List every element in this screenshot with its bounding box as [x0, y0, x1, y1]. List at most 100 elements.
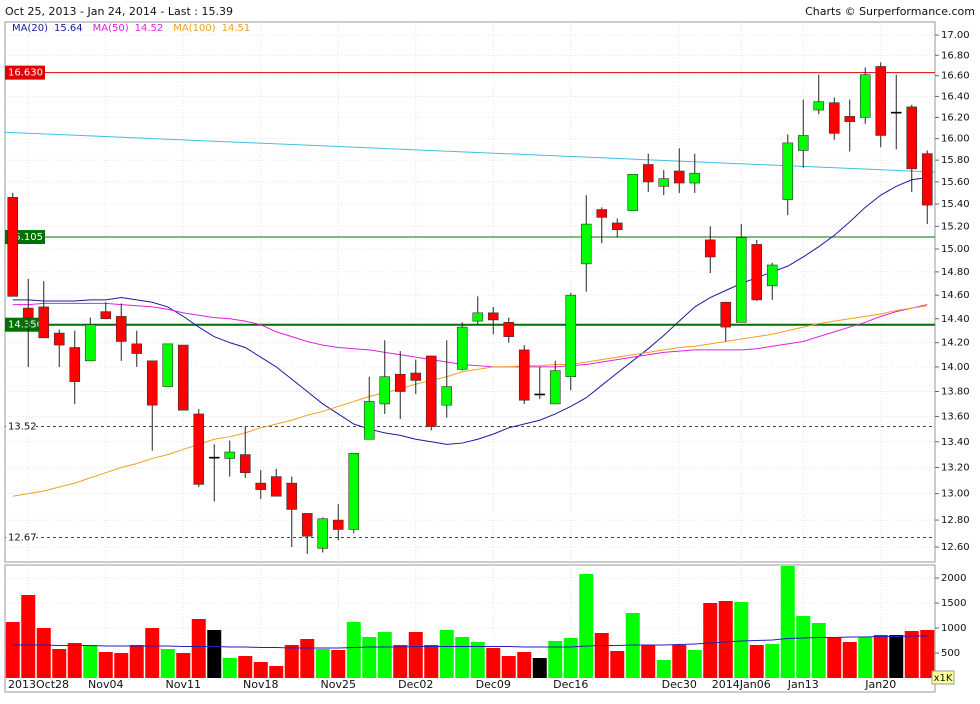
volume-bar	[656, 660, 671, 678]
legend-value: 15.64	[54, 23, 83, 34]
volume-bar	[83, 645, 98, 678]
volume-unit: x1K	[934, 673, 953, 684]
candle-body	[255, 482, 267, 490]
y-tick-label: 12.60	[941, 542, 970, 553]
level-box	[6, 419, 36, 434]
volume-bar	[470, 642, 485, 678]
volume-bar	[920, 630, 935, 678]
candle-body	[906, 106, 918, 170]
volume-bar	[300, 639, 315, 678]
candle-body	[131, 343, 143, 354]
volume-bar	[904, 631, 919, 678]
y-tick-label: 15.80	[941, 155, 970, 166]
candle-body	[162, 343, 174, 387]
candle-body	[379, 376, 391, 405]
level-label: 14.350	[8, 320, 43, 331]
y-tick-label: 16.80	[941, 50, 970, 61]
candle-body	[317, 518, 329, 549]
candle-body	[22, 307, 34, 318]
volume-bar	[377, 632, 392, 678]
y-tick-label: 16.60	[941, 71, 970, 82]
y-tick-label: 14.60	[941, 290, 970, 301]
volume-bar	[532, 658, 547, 678]
candle-body	[627, 173, 639, 211]
y-tick-label: 14.40	[941, 314, 970, 325]
y-tick-label: 12.80	[941, 515, 970, 526]
volume-bar	[408, 632, 423, 678]
candle-body	[441, 386, 453, 406]
candle-body	[704, 239, 716, 258]
volume-bar	[160, 649, 175, 678]
x-tick-label: Dec02	[398, 678, 433, 691]
candle-body	[518, 349, 530, 401]
legend-value: 14.52	[135, 23, 164, 34]
volume-bar	[889, 635, 904, 678]
volume-bar	[21, 595, 36, 678]
volume-bar	[393, 645, 408, 678]
candle-body	[611, 222, 623, 231]
trendline	[4, 131, 936, 173]
volume-bar	[331, 650, 346, 678]
candle-body	[270, 476, 282, 497]
candle-body	[813, 101, 825, 111]
volume-bar	[873, 635, 888, 678]
candle-body	[7, 197, 19, 297]
y-tick-label: 14.00	[941, 362, 970, 373]
x-tick-label: Jan13	[787, 678, 819, 691]
volume-bar	[129, 645, 144, 678]
volume-bar	[176, 653, 191, 678]
candle-body	[782, 142, 794, 200]
volume-bar	[703, 603, 718, 678]
volume-bar	[749, 645, 764, 678]
volume-bar	[439, 630, 454, 678]
volume-bar	[5, 622, 20, 678]
volume-bar	[145, 628, 160, 678]
candle-body	[301, 513, 313, 537]
candle-body	[565, 294, 577, 378]
volume-bar	[672, 645, 687, 678]
candle-body	[766, 264, 778, 287]
candle-body	[115, 316, 127, 342]
x-tick-label: 2013Oct28	[8, 678, 69, 691]
volume-bar	[269, 666, 284, 678]
volume-bar	[253, 662, 268, 678]
level-label: 13.52	[8, 422, 37, 433]
volume-bar	[842, 642, 857, 678]
y-tick-label: 13.20	[941, 462, 970, 473]
candle-body	[472, 312, 484, 322]
level-box	[5, 65, 45, 80]
y-tick-label: 13.00	[941, 489, 970, 500]
x-tick-label: Dec30	[662, 678, 697, 691]
volume-bar	[114, 653, 129, 678]
level-box	[6, 530, 36, 545]
volume-bar	[718, 601, 733, 678]
x-tick-label: Jan20	[864, 678, 896, 691]
ma-line	[12, 305, 928, 497]
candle-body	[735, 237, 747, 323]
ma-line	[12, 302, 928, 368]
price-panel	[4, 21, 936, 563]
candle-body	[580, 223, 592, 265]
y-tick-label: 1000	[941, 623, 966, 634]
candle-body	[410, 372, 422, 381]
volume-bar	[424, 645, 439, 678]
candle-body	[456, 326, 468, 370]
level-label: 15.105	[8, 232, 43, 243]
unit-box	[931, 670, 955, 685]
y-tick-label: 16.00	[941, 134, 970, 145]
candle-body	[84, 324, 96, 362]
candle-body	[642, 164, 654, 183]
candle-body	[658, 178, 670, 187]
candle-body	[177, 344, 189, 411]
candle-body	[596, 209, 608, 218]
legend-name: MA(100)	[173, 23, 215, 34]
volume-bar	[796, 616, 811, 678]
x-tick-label: Nov25	[321, 678, 356, 691]
volume-bar	[222, 658, 237, 678]
y-tick-label: 15.40	[941, 199, 970, 210]
legend-name: MA(20)	[12, 23, 48, 34]
y-tick-label: 13.80	[941, 387, 970, 398]
volume-bar	[284, 645, 299, 678]
volume-bar	[765, 644, 780, 678]
